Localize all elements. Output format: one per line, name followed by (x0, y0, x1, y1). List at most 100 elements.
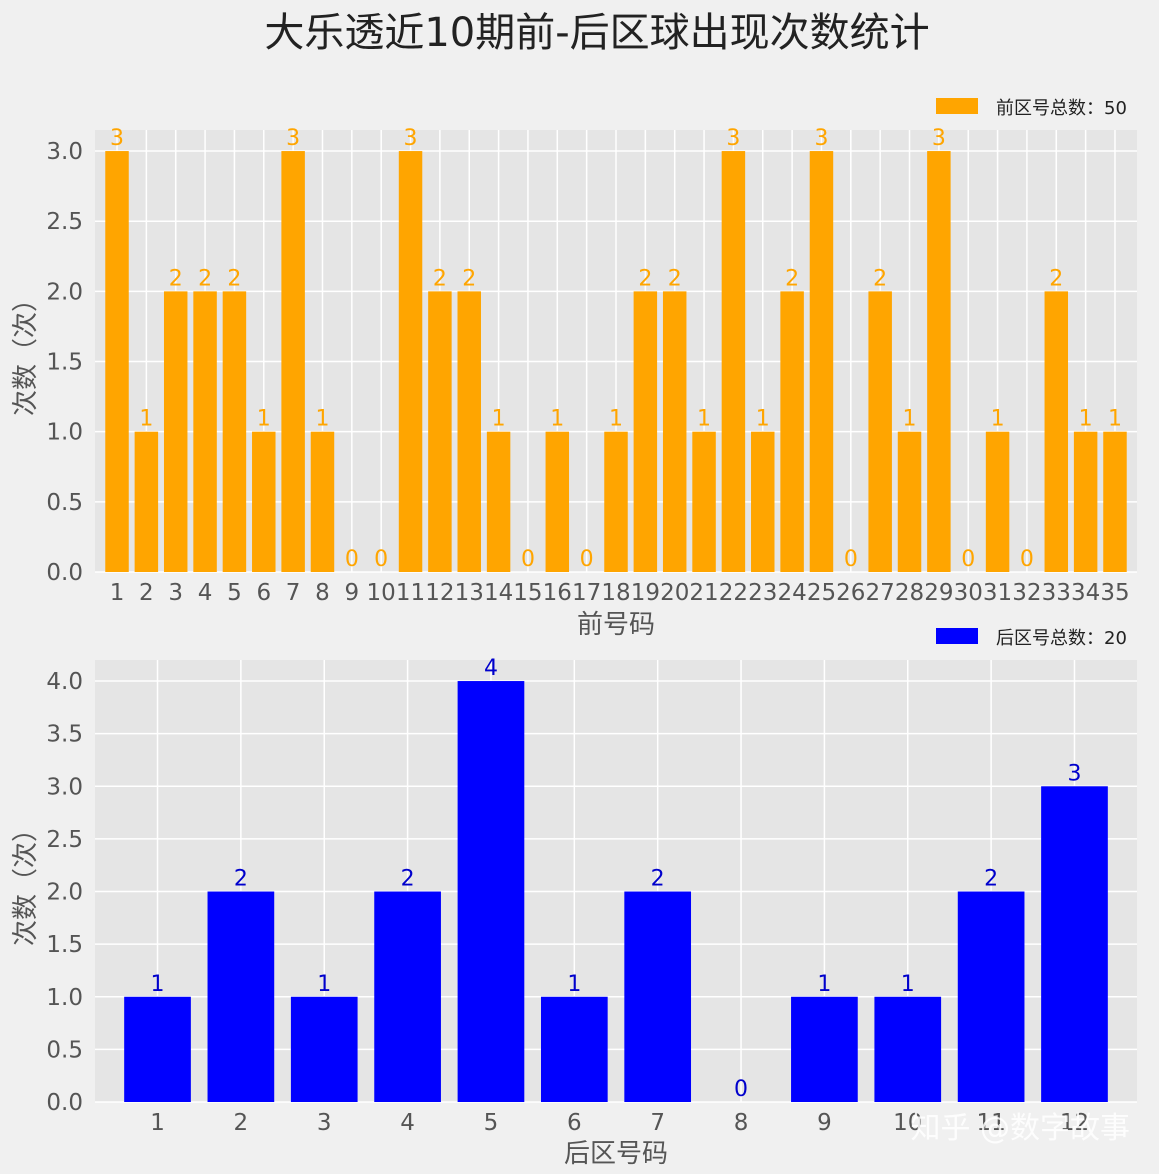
watermark: 知乎 @数字故事 (910, 1111, 1130, 1146)
x-tick-label: 13 (455, 580, 484, 606)
x-tick-label: 7 (286, 580, 301, 606)
legend-label: 后区号总数：20 (996, 628, 1127, 649)
data-label: 3 (110, 126, 124, 151)
y-tick-label: 3.0 (46, 774, 83, 800)
x-tick-label: 5 (227, 580, 242, 606)
data-label: 1 (567, 972, 581, 997)
data-label: 3 (932, 126, 946, 151)
data-label: 1 (817, 972, 831, 997)
data-label: 1 (609, 407, 623, 432)
bar (662, 291, 687, 572)
x-tick-label: 1 (150, 1110, 165, 1136)
x-tick-label: 16 (543, 580, 572, 606)
bar (751, 431, 775, 572)
bar (105, 151, 129, 573)
bar (1103, 431, 1127, 572)
x-tick-label: 2 (234, 1110, 249, 1136)
x-tick-label: 3 (317, 1110, 332, 1136)
data-label: 0 (580, 547, 594, 572)
x-tick-label: 22 (719, 580, 748, 606)
x-tick-label: 11 (976, 1110, 1005, 1136)
bar (897, 431, 922, 572)
y-tick-label: 1.5 (46, 350, 83, 376)
y-tick-label: 3.5 (46, 722, 83, 748)
bar (545, 431, 570, 572)
bar (791, 996, 858, 1102)
x-tick-label: 9 (817, 1110, 832, 1136)
bar (281, 151, 305, 573)
y-tick-label: 2.5 (46, 209, 83, 235)
data-label: 1 (315, 407, 329, 432)
x-tick-label: 15 (513, 580, 542, 606)
x-tick-label: 17 (572, 580, 601, 606)
x-axis-label: 前号码 (577, 610, 655, 640)
bar (809, 151, 834, 573)
x-tick-label: 30 (954, 580, 983, 606)
x-tick-label: 31 (983, 580, 1012, 606)
data-label: 2 (227, 266, 241, 291)
legend-label: 前区号总数：50 (996, 98, 1127, 119)
y-tick-label: 3.0 (46, 139, 83, 165)
data-label: 1 (492, 407, 506, 432)
x-tick-label: 11 (396, 580, 425, 606)
y-tick-label: 0.5 (46, 490, 83, 516)
x-tick-label: 10 (367, 580, 396, 606)
bar (124, 996, 191, 1102)
data-label: 0 (961, 547, 975, 572)
data-label: 2 (169, 266, 183, 291)
bar (457, 681, 525, 1102)
data-label: 2 (873, 266, 887, 291)
x-tick-label: 7 (650, 1110, 665, 1136)
chart-title: 大乐透近10期前-后区球出现次数统计 (264, 10, 929, 56)
x-tick-label: 12 (425, 580, 454, 606)
x-tick-label: 4 (400, 1110, 415, 1136)
bar (692, 431, 716, 572)
data-label: 0 (1020, 547, 1034, 572)
bar (633, 291, 658, 572)
bar (374, 891, 441, 1102)
bar (604, 431, 628, 572)
x-tick-label: 33 (1042, 580, 1071, 606)
x-tick-label: 29 (924, 580, 953, 606)
legend-swatch (936, 628, 978, 644)
data-label: 2 (198, 266, 212, 291)
bar (874, 996, 942, 1102)
x-tick-label: 34 (1071, 580, 1100, 606)
bar (868, 291, 892, 572)
x-tick-label: 6 (567, 1110, 582, 1136)
data-label: 2 (462, 266, 476, 291)
x-tick-label: 12 (1060, 1110, 1089, 1136)
y-tick-label: 4.0 (46, 669, 83, 695)
data-label: 1 (317, 972, 331, 997)
x-tick-label: 25 (807, 580, 836, 606)
data-label: 0 (374, 547, 388, 572)
x-tick-label: 26 (836, 580, 865, 606)
x-tick-label: 3 (168, 580, 183, 606)
data-label: 2 (433, 266, 447, 291)
data-label: 3 (726, 126, 740, 151)
bar (985, 431, 1010, 572)
bar (624, 891, 692, 1102)
x-tick-label: 8 (734, 1110, 749, 1136)
y-tick-label: 0.0 (46, 560, 83, 586)
data-label: 0 (521, 547, 535, 572)
x-tick-label: 5 (484, 1110, 499, 1136)
y-tick-label: 1.0 (46, 420, 83, 446)
bar (1073, 431, 1098, 572)
y-axis-label: 次数（次） (11, 286, 41, 416)
bar (163, 291, 188, 572)
data-label: 1 (991, 407, 1005, 432)
y-tick-label: 1.5 (46, 932, 83, 958)
data-label: 0 (844, 547, 858, 572)
x-tick-label: 2 (139, 580, 154, 606)
data-label: 2 (401, 867, 415, 892)
data-label: 2 (984, 867, 998, 892)
data-label: 1 (756, 407, 770, 432)
bar (486, 431, 511, 572)
x-axis-label: 后区号码 (564, 1139, 668, 1169)
bar (957, 891, 1025, 1102)
data-label: 1 (1108, 407, 1122, 432)
bar (428, 291, 452, 572)
